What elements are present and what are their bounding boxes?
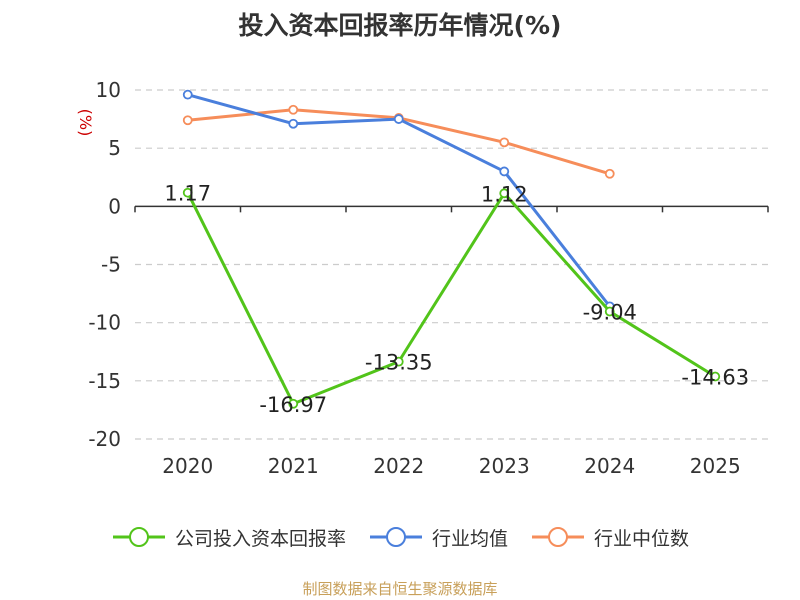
legend-marker <box>385 527 406 547</box>
legend-marker <box>548 527 568 547</box>
data-point <box>182 89 193 100</box>
series-lines <box>182 89 721 409</box>
x-tick-label: 2022 <box>373 454 424 478</box>
y-tick-label: -20 <box>88 427 121 451</box>
y-tick-label: 5 <box>108 136 121 160</box>
legend-marker <box>128 527 149 547</box>
legend-swatch <box>369 527 422 547</box>
y-axis-title: (%) <box>76 109 95 137</box>
y-tick-label: -15 <box>88 369 121 393</box>
data-point <box>710 371 721 382</box>
x-tick-label: 2024 <box>584 454 635 478</box>
data-label: -13.35 <box>365 351 433 375</box>
legend-swatch <box>112 527 165 547</box>
x-tick-label: 2021 <box>268 454 319 478</box>
data-label: -9.04 <box>583 300 637 324</box>
data-point <box>499 166 510 177</box>
y-tick-label: -10 <box>88 311 121 335</box>
legend-label: 行业中位数 <box>594 527 690 550</box>
data-point <box>604 306 615 317</box>
legend-label: 公司投入资本回报率 <box>174 527 346 550</box>
y-tick-label: 0 <box>108 194 121 218</box>
y-tick-label: -5 <box>101 253 121 277</box>
data-labels: 1.17 -16.97 -13.35 1.12 -9.04 -14.63 <box>164 182 749 417</box>
data-point <box>393 114 404 124</box>
data-point <box>182 187 193 198</box>
data-point <box>604 168 615 179</box>
axes: 10 5 0 -5 -10 -15 -20 (%) 2020 2021 2022 2023 2024 20… <box>76 78 769 478</box>
legend-item[interactable]: 行业均值 <box>368 524 508 551</box>
data-point <box>288 118 299 129</box>
x-tick-label: 2025 <box>690 454 741 478</box>
x-tick-label: 2020 <box>162 454 213 478</box>
legend-label: 行业均值 <box>431 527 508 550</box>
data-point <box>182 115 193 126</box>
y-tick-label: 10 <box>96 78 121 102</box>
legend-item[interactable]: 公司投入资本回报率 <box>111 524 346 551</box>
data-point <box>288 398 299 409</box>
chart-title: 投入资本回报率历年情况(%) <box>238 11 562 40</box>
data-label: -16.97 <box>259 393 327 417</box>
legend: 公司投入资本回报率 行业均值 行业中位数 <box>0 520 800 554</box>
grid-lines <box>135 89 768 440</box>
source-note: 制图数据来自恒生聚源数据库 <box>302 580 498 598</box>
legend-item[interactable]: 行业中位数 <box>530 524 689 551</box>
data-label: 1.12 <box>481 182 528 206</box>
series-line-1 <box>187 93 611 308</box>
legend-swatch <box>532 527 584 547</box>
data-label: -14.63 <box>681 366 749 390</box>
data-point <box>499 137 510 148</box>
data-point <box>393 356 404 367</box>
data-point <box>288 104 299 115</box>
data-point <box>499 188 510 199</box>
data-label: 1.17 <box>164 182 211 206</box>
x-tick-label: 2023 <box>479 454 530 478</box>
series-line-0 <box>186 191 717 406</box>
